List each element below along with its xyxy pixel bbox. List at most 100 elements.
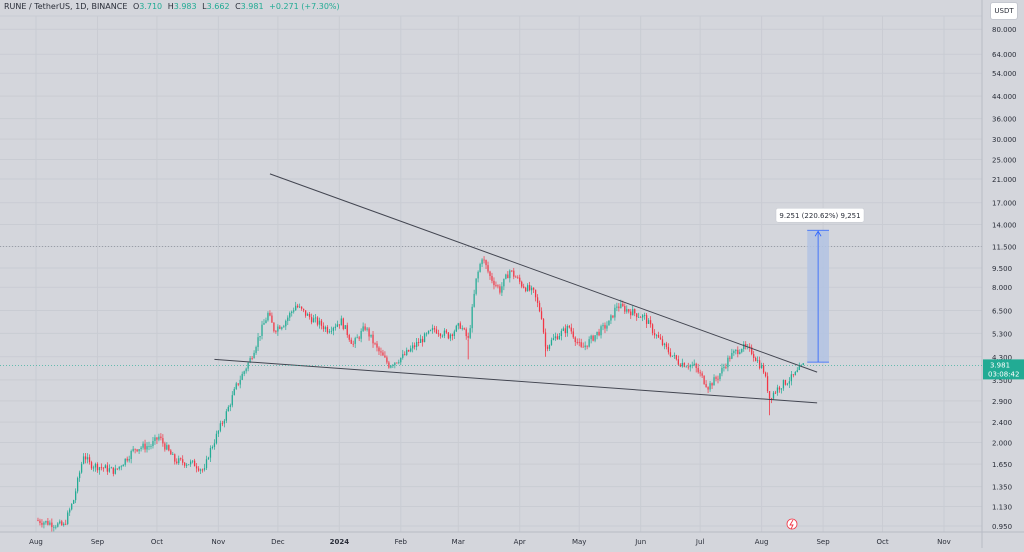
candle-body — [758, 360, 761, 369]
candle-body — [651, 324, 654, 334]
candle-body — [477, 271, 479, 279]
candle-body — [304, 310, 307, 316]
candle-body — [546, 346, 549, 349]
candle-body — [239, 379, 241, 385]
candle-body — [782, 380, 785, 389]
candle-body — [392, 365, 394, 366]
candle-body — [608, 320, 610, 326]
candle-body — [792, 374, 794, 376]
candle-body — [685, 366, 687, 368]
candle-body — [675, 355, 678, 360]
candle-body — [501, 286, 503, 293]
x-tick-label: Sep — [91, 538, 105, 546]
candle-body — [802, 363, 804, 366]
candle-body — [529, 285, 531, 291]
candle-body — [683, 362, 685, 367]
candle-body — [138, 449, 140, 452]
candle-body — [465, 329, 467, 337]
candle-body — [193, 460, 196, 467]
candle-body — [182, 459, 184, 463]
candle-body — [195, 466, 198, 469]
candle-body — [788, 381, 791, 384]
x-tick-label: Apr — [514, 538, 526, 546]
candle-body — [693, 363, 695, 366]
x-tick-label: Aug — [755, 538, 769, 546]
candle-body — [669, 352, 672, 357]
candle-body — [417, 341, 420, 343]
candle-body — [295, 305, 297, 311]
symbol-label[interactable]: RUNE / TetherUS, 1D, BINANCE — [4, 2, 128, 11]
candle-body — [364, 326, 366, 330]
candle-body — [667, 346, 670, 353]
candle-body — [116, 468, 118, 470]
price-countdown: 03:08:42 — [988, 370, 1019, 378]
candle-body — [554, 336, 557, 339]
candle-body — [57, 523, 59, 527]
y-tick-label: 54.000 — [992, 70, 1017, 78]
currency-button[interactable]: USDT — [990, 2, 1018, 20]
candle-body — [766, 376, 769, 392]
candle-body — [134, 448, 136, 450]
candle-body — [114, 468, 116, 474]
candle-body — [741, 349, 743, 353]
candle-body — [281, 327, 283, 329]
candle-body — [362, 326, 364, 331]
candle-body — [453, 331, 455, 337]
candle-body — [618, 306, 620, 309]
candle-body — [594, 335, 596, 341]
lightning-event-icon — [786, 518, 798, 530]
candle-body — [231, 395, 233, 406]
candle-body — [632, 309, 634, 316]
candle-body — [287, 317, 289, 321]
y-tick-label: 4.300 — [992, 354, 1012, 362]
high-value: 3.983 — [173, 2, 197, 11]
candle-body — [412, 345, 414, 349]
candle-body — [596, 331, 598, 336]
candle-body — [796, 370, 798, 372]
candle-body — [772, 392, 775, 399]
candle-body — [293, 310, 295, 312]
candle-body — [770, 397, 773, 399]
candle-body — [142, 443, 144, 448]
measure-label: 9.251 (220.62%) 9,251 — [779, 212, 860, 220]
candle-body — [162, 438, 164, 444]
y-tick-label: 8.000 — [992, 284, 1012, 292]
candle-body — [277, 326, 279, 332]
candle-body — [261, 324, 263, 336]
candle-body — [229, 405, 231, 407]
candle-body — [737, 349, 739, 354]
candle-body — [745, 344, 747, 347]
candle-body — [760, 365, 763, 369]
candle-body — [628, 309, 630, 312]
candle-body — [729, 357, 731, 359]
candle-body — [245, 368, 247, 372]
candle-body — [124, 458, 126, 465]
candle-body — [552, 338, 555, 340]
candle-body — [622, 303, 624, 307]
last-price-badge — [983, 359, 1024, 380]
last-price-value: 3.981 — [990, 361, 1010, 369]
candle-body — [263, 323, 265, 325]
candle-body — [586, 345, 588, 347]
candle-body — [647, 320, 650, 324]
candle-body — [382, 352, 384, 356]
candle-body — [213, 443, 216, 447]
candle-body — [568, 326, 570, 328]
candle-body — [447, 332, 450, 339]
candle-body — [372, 334, 374, 344]
candle-body — [636, 313, 638, 318]
candle-body — [334, 326, 337, 328]
candle-body — [273, 322, 275, 332]
candle-body — [624, 306, 626, 312]
candle-body — [560, 330, 563, 336]
candle-body — [778, 387, 781, 390]
candle-body — [211, 446, 214, 449]
candle-body — [604, 325, 606, 329]
candle-body — [352, 343, 354, 345]
candle-body — [689, 365, 691, 368]
candle-body — [316, 317, 319, 325]
candle-body — [491, 275, 493, 281]
candle-body — [614, 307, 616, 318]
